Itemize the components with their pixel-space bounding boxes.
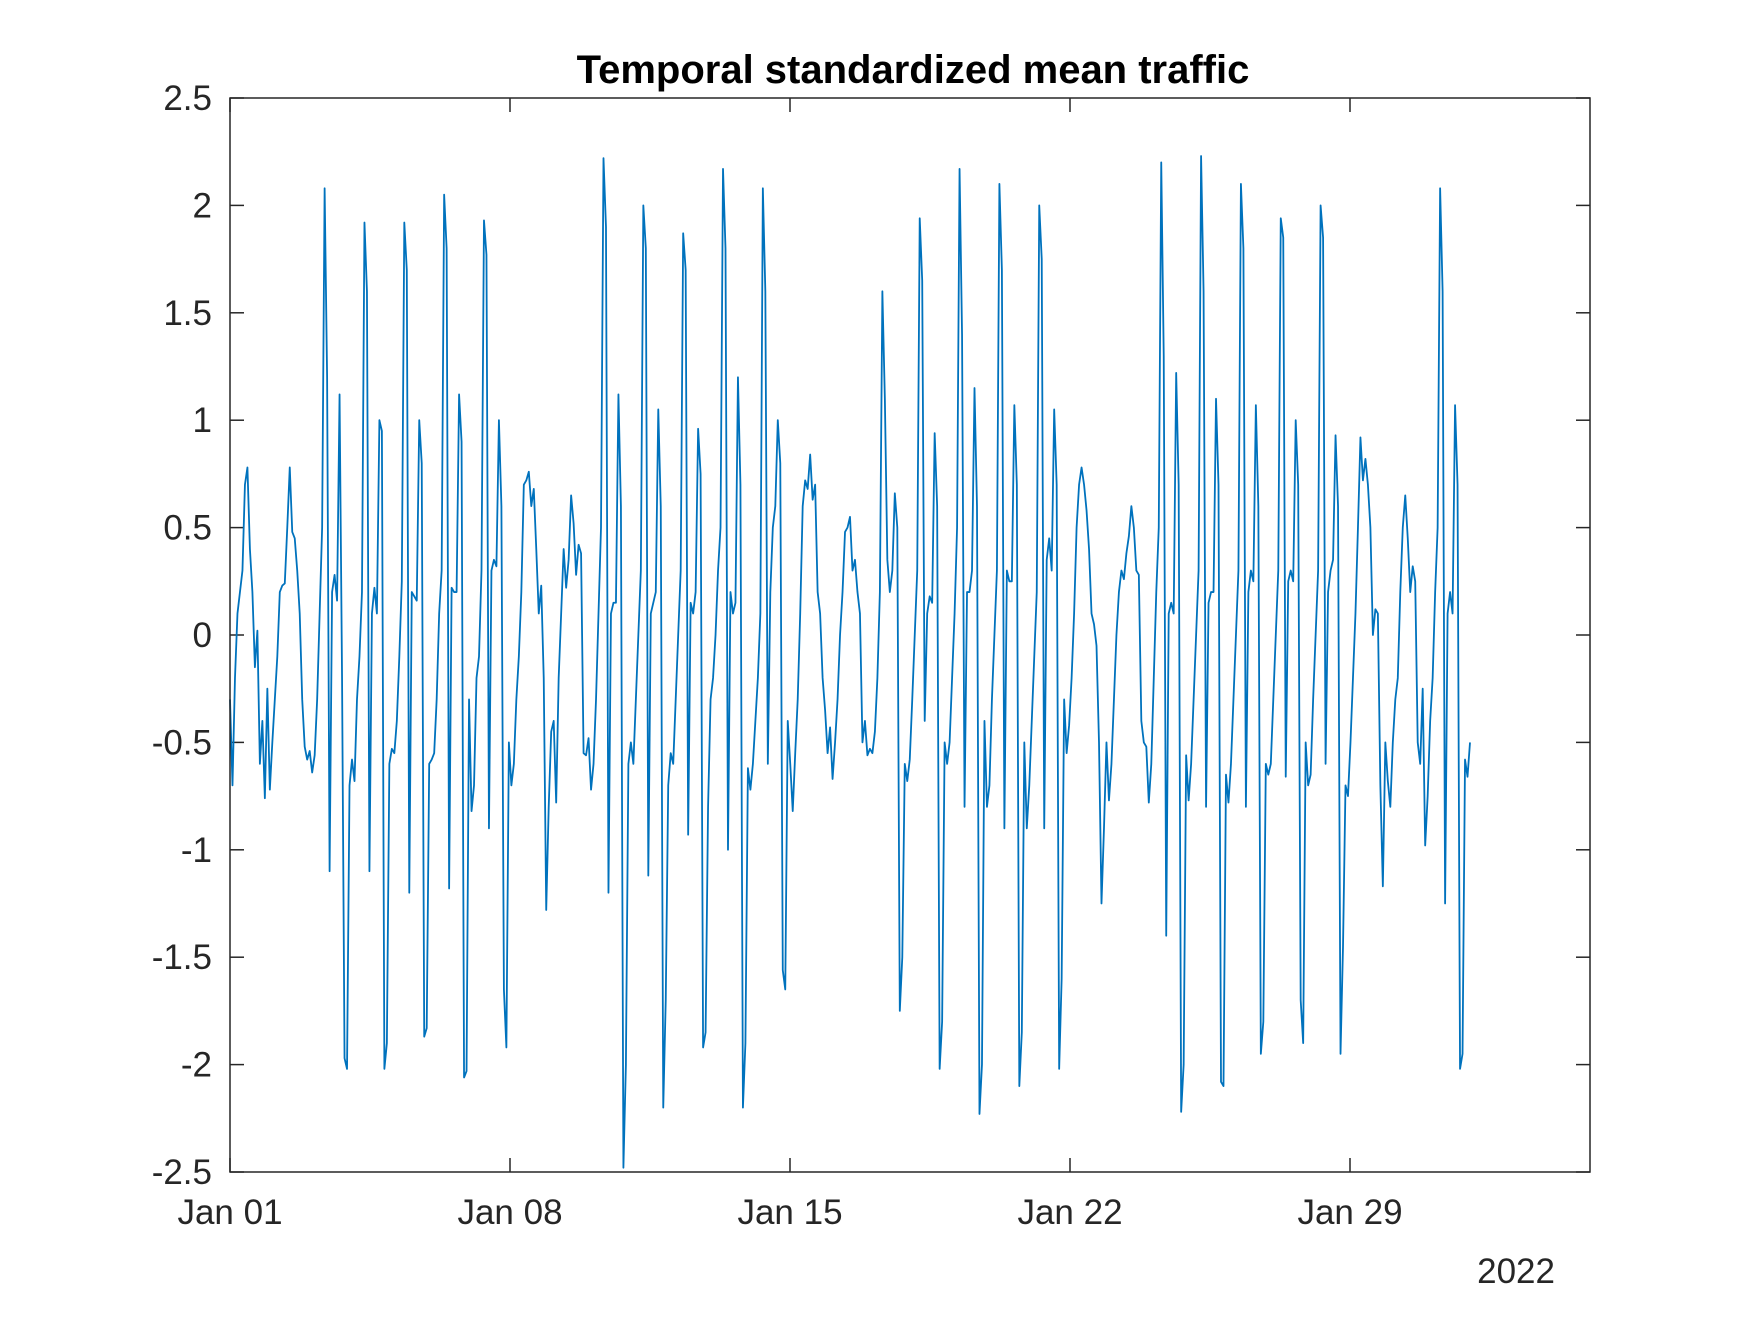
y-tick-label: 2 xyxy=(193,186,212,225)
y-tick-label: -1 xyxy=(181,831,212,870)
y-tick-label: 1.5 xyxy=(163,294,212,333)
y-tick-label: 2.5 xyxy=(163,79,212,118)
y-tick-label: -2.5 xyxy=(152,1153,212,1192)
plot-box xyxy=(229,97,1591,1173)
y-axis: -2.5 -2 -1.5 -1 -0.5 0 0.5 1 1.5 2 2.5 xyxy=(152,79,1590,1192)
x-secondary-label: 2022 xyxy=(1477,1252,1555,1291)
x-tick-label: Jan 08 xyxy=(457,1193,562,1232)
y-tick-label: 0 xyxy=(193,616,212,655)
x-tick-label: Jan 29 xyxy=(1297,1193,1402,1232)
x-tick-label: Jan 01 xyxy=(177,1193,282,1232)
x-tick-label: Jan 22 xyxy=(1017,1193,1122,1232)
chart-title: Temporal standardized mean traffic xyxy=(577,48,1250,92)
y-tick-label: 1 xyxy=(193,401,212,440)
series-line xyxy=(229,155,1471,1169)
y-tick-label: -0.5 xyxy=(152,723,212,762)
x-axis: Jan 01 Jan 08 Jan 15 Jan 22 Jan 29 xyxy=(177,98,1403,1232)
y-tick-label: 0.5 xyxy=(163,509,212,548)
series-layer xyxy=(229,155,1471,1169)
y-tick-label: -1.5 xyxy=(152,938,212,977)
y-tick-label: -2 xyxy=(181,1046,212,1085)
x-tick-label: Jan 15 xyxy=(737,1193,842,1232)
